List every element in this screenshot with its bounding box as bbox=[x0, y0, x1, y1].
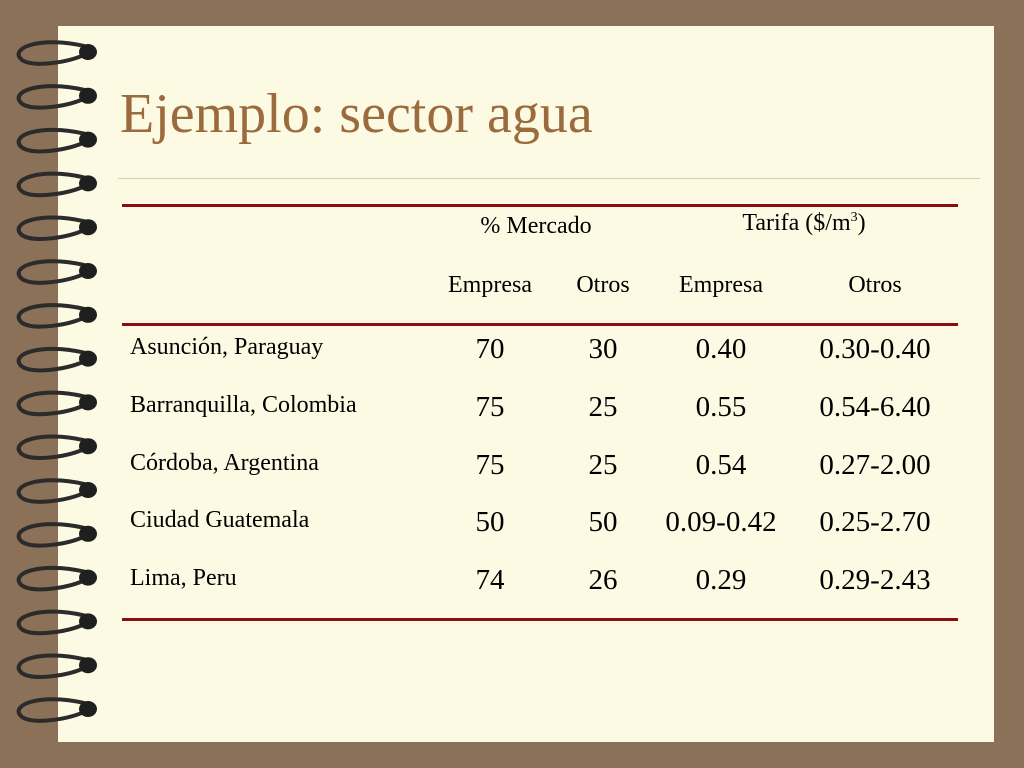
binding-hole bbox=[79, 87, 97, 104]
spiral-ring bbox=[16, 215, 88, 241]
binding-hole bbox=[79, 569, 97, 586]
table-cell-tariff-otros: 0.54-6.40 bbox=[819, 391, 931, 423]
spiral-ring bbox=[16, 346, 88, 373]
table-cell-tariff-otros: 0.27-2.00 bbox=[819, 449, 931, 481]
table-bottom-rule bbox=[122, 618, 958, 621]
spiral-binding bbox=[16, 40, 97, 723]
table-cell-tariff-otros: 0.25-2.70 bbox=[819, 506, 931, 538]
notebook-page bbox=[58, 26, 994, 742]
binding-hole bbox=[79, 701, 97, 717]
table-cell-market-otros: 26 bbox=[588, 564, 618, 596]
title-divider bbox=[118, 178, 980, 179]
sub-header-tariff-empresa: Empresa bbox=[679, 272, 763, 298]
spiral-ring bbox=[16, 390, 88, 417]
tariff-header: Tarifa ($/m3) bbox=[742, 210, 866, 236]
spiral-ring bbox=[16, 609, 88, 636]
binding-hole bbox=[79, 394, 97, 411]
binding-hole bbox=[79, 350, 97, 367]
table-cell-tariff-otros: 0.29-2.43 bbox=[819, 564, 931, 596]
table-row-city: Ciudad Guatemala bbox=[130, 507, 310, 533]
table-cell-tariff-empresa: 0.55 bbox=[695, 391, 747, 423]
table-row-city: Córdoba, Argentina bbox=[130, 450, 319, 476]
binding-hole bbox=[79, 175, 97, 192]
table-cell-market-empresa: 74 bbox=[475, 564, 505, 596]
binding-hole bbox=[79, 657, 97, 674]
binding-hole bbox=[79, 44, 97, 60]
spiral-ring bbox=[16, 434, 88, 460]
spiral-ring bbox=[16, 565, 88, 592]
sub-header-market-empresa: Empresa bbox=[448, 272, 532, 298]
table-top-rule bbox=[122, 204, 958, 207]
table-row-city: Barranquilla, Colombia bbox=[130, 392, 357, 418]
table-cell-tariff-empresa: 0.09-0.42 bbox=[665, 506, 777, 538]
binding-hole bbox=[79, 438, 97, 455]
spiral-ring bbox=[16, 40, 88, 66]
slide-title: Ejemplo: sector agua bbox=[120, 83, 593, 145]
table-row-city: Lima, Peru bbox=[130, 565, 237, 591]
table-cell-tariff-empresa: 0.40 bbox=[695, 333, 747, 365]
table-cell-market-empresa: 75 bbox=[475, 391, 505, 423]
table-cell-market-empresa: 75 bbox=[475, 449, 505, 481]
binding-hole bbox=[79, 482, 97, 498]
spiral-ring bbox=[16, 478, 88, 504]
spiral-ring bbox=[16, 303, 88, 329]
binding-hole bbox=[79, 219, 97, 236]
table-cell-market-empresa: 70 bbox=[475, 333, 505, 365]
market-share-header: % Mercado bbox=[480, 213, 592, 239]
table-cell-market-empresa: 50 bbox=[475, 506, 505, 538]
spiral-ring bbox=[16, 653, 88, 679]
spiral-ring bbox=[16, 697, 88, 723]
table-cell-tariff-otros: 0.30-0.40 bbox=[819, 333, 931, 365]
binding-hole bbox=[79, 613, 97, 630]
table-cell-tariff-empresa: 0.54 bbox=[695, 449, 747, 481]
table-cell-market-otros: 25 bbox=[588, 391, 618, 423]
sub-header-tariff-otros: Otros bbox=[848, 272, 902, 298]
table-cell-market-otros: 30 bbox=[588, 333, 618, 365]
spiral-ring bbox=[16, 259, 88, 285]
table-row-city: Asunción, Paraguay bbox=[130, 334, 324, 360]
spiral-ring bbox=[16, 171, 88, 198]
sub-header-market-otros: Otros bbox=[576, 272, 630, 298]
table-cell-tariff-empresa: 0.29 bbox=[695, 564, 747, 596]
table-cell-market-otros: 50 bbox=[588, 506, 618, 538]
binding-hole bbox=[79, 263, 97, 279]
spiral-ring bbox=[16, 84, 88, 110]
spiral-ring bbox=[16, 522, 88, 548]
binding-hole bbox=[79, 306, 97, 323]
spiral-ring bbox=[16, 127, 88, 154]
table-header-rule bbox=[122, 323, 958, 326]
binding-hole bbox=[79, 131, 97, 148]
binding-hole bbox=[79, 525, 97, 542]
table-cell-market-otros: 25 bbox=[588, 449, 618, 481]
